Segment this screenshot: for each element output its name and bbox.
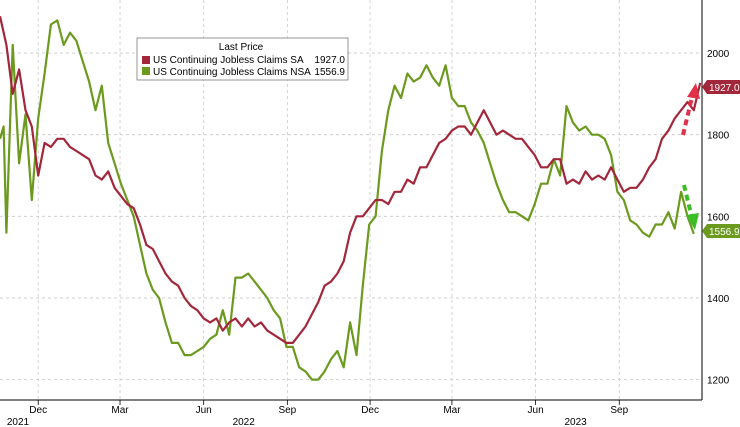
x-tick-label: Sep <box>610 405 628 416</box>
x-tick-label: Jun <box>196 405 212 416</box>
legend: Last Price US Continuing Jobless Claims … <box>136 37 349 81</box>
red-up-arrow <box>681 92 695 136</box>
series-line-nsa <box>0 19 695 381</box>
x-year-label: 2021 <box>7 417 30 427</box>
y-tick-label: 1600 <box>707 212 730 223</box>
green-down-arrow <box>682 184 694 219</box>
y-tick-label: 2000 <box>707 49 730 60</box>
x-tick-label: Mar <box>443 405 461 416</box>
grid <box>0 0 702 400</box>
legend-title: Last Price <box>219 42 264 53</box>
legend-box <box>136 37 349 81</box>
legend-swatch-sa <box>142 56 150 64</box>
y-tick-label: 1200 <box>707 376 730 387</box>
legend-value-sa: 1927.0 <box>314 55 345 66</box>
x-tick-label: Jun <box>528 405 544 416</box>
last-price-tag-sa <box>702 80 740 94</box>
trend-arrows <box>681 83 700 230</box>
y-tick-label: 1400 <box>707 294 730 305</box>
plot-background <box>0 0 702 400</box>
red-arrow-head <box>687 83 700 99</box>
last-price-label-nsa: 1556.9 <box>709 227 740 238</box>
legend-value-nsa: 1556.9 <box>314 67 345 78</box>
green-arrow-head <box>686 213 699 230</box>
last-price-labels: 1927.0 1556.9 <box>702 80 740 238</box>
series-line-sa <box>0 16 702 344</box>
x-tick-label: Mar <box>111 405 129 416</box>
x-year-label: 2023 <box>564 417 587 427</box>
last-price-label-sa: 1927.0 <box>709 83 740 94</box>
y-tick-label: 1800 <box>707 131 730 142</box>
last-price-tag-nsa <box>702 224 740 238</box>
legend-label-nsa: US Continuing Jobless Claims NSA <box>153 67 311 78</box>
x-tick-label: Dec <box>361 405 379 416</box>
x-year-label: 2022 <box>233 417 256 427</box>
series-layer <box>0 16 702 381</box>
legend-label-sa: US Continuing Jobless Claims SA <box>153 55 304 66</box>
x-tick-label: Dec <box>29 405 47 416</box>
x-tick-label: Sep <box>278 405 296 416</box>
legend-swatch-nsa <box>142 67 150 75</box>
